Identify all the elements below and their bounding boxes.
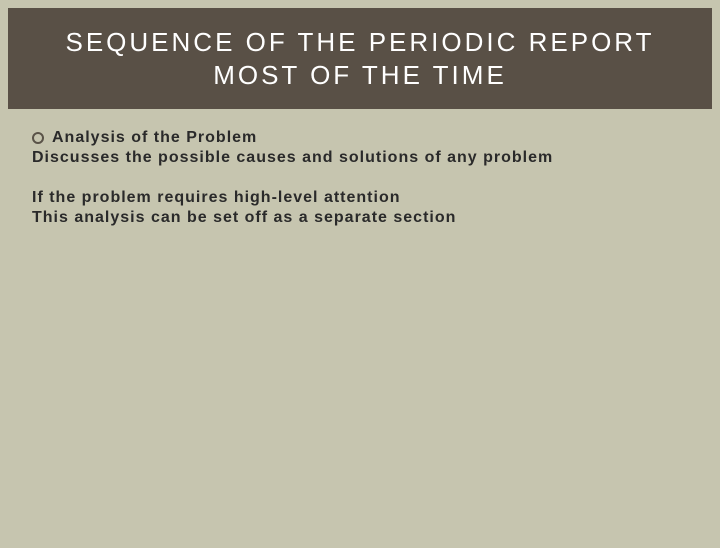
- body-line-1: Discusses the possible causes and soluti…: [32, 149, 688, 167]
- slide-title: SEQUENCE OF THE PERIODIC REPORT MOST OF …: [28, 26, 692, 91]
- bullet-title-text: Analysis of the Problem: [52, 129, 257, 147]
- spacer: [32, 169, 688, 189]
- title-line-1: SEQUENCE OF THE PERIODIC REPORT: [65, 27, 654, 57]
- bullet-item: Analysis of the Problem: [32, 129, 688, 147]
- circle-bullet-icon: [32, 132, 44, 144]
- slide-content: Analysis of the Problem Discusses the po…: [0, 109, 720, 249]
- body-line-3: This analysis can be set off as a separa…: [32, 209, 688, 227]
- slide-header: SEQUENCE OF THE PERIODIC REPORT MOST OF …: [8, 8, 712, 109]
- title-line-2: MOST OF THE TIME: [213, 60, 507, 90]
- body-line-2: If the problem requires high-level atten…: [32, 189, 688, 207]
